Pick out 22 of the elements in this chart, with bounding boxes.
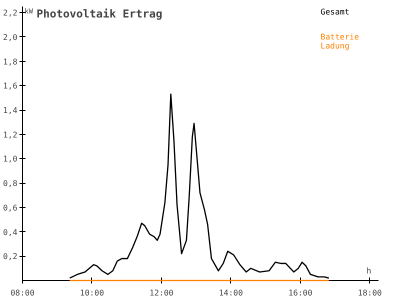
line-series: [69, 94, 330, 279]
x-tick-label: 12:00: [149, 288, 174, 298]
x-tick-label: 18:00: [358, 288, 382, 298]
y-tick-label: 1,4: [3, 106, 18, 116]
y-tick-label: 1,6: [3, 82, 18, 91]
x-tick-label: 14:00: [218, 288, 244, 298]
y-tick-label: 0,8: [3, 179, 18, 188]
text: Batterie Ladung: [320, 32, 360, 50]
y-tick-label: 1,2: [3, 130, 18, 140]
y-tick-label: 2,0: [3, 32, 18, 42]
y-tick-label: 1,0: [3, 154, 18, 164]
y-tick-label: 0,2: [3, 252, 18, 262]
chart-title: Photovoltaik Ertrag: [36, 8, 162, 20]
x-tick-label: 10:00: [80, 288, 104, 298]
x-axis-title: h: [366, 266, 372, 276]
y-tick-label: 0,6: [3, 203, 18, 212]
x-tick-label: 08:00: [10, 288, 35, 298]
y-tick-label: 1,8: [3, 57, 18, 66]
y-tick-label: 2,2: [3, 8, 18, 18]
x-tick-label: 16:00: [288, 288, 313, 298]
y-tick-label: 0,4: [3, 228, 18, 237]
text: Gesamt: [320, 8, 350, 16]
